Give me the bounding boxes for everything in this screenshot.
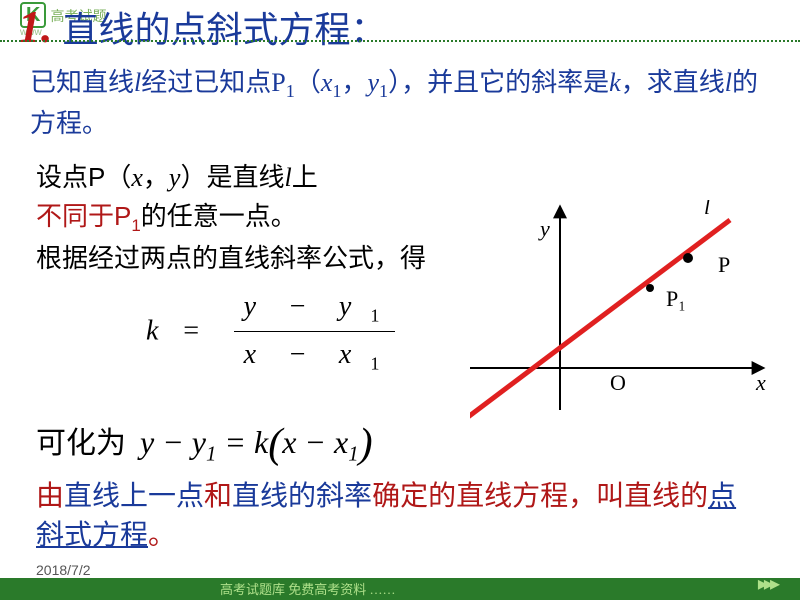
svg-text:O: O [610,370,626,395]
section-title: 直线的点斜式方程： [63,1,387,53]
title-row: 1. 直线的点斜式方程： [18,0,387,53]
graph-svg: x y Ol P₁ P [470,200,770,420]
forward-arrow-icon[interactable]: ▸▸▸ [758,571,776,596]
line-slope-formula-intro: 根据经过两点的直线斜率公式，得 [36,239,466,278]
coordinate-graph: x y Ol P₁ P [470,200,770,420]
derivation-text: 设点P（x，y）是直线l上 不同于P1的任意一点。 根据经过两点的直线斜率公式，… [36,158,466,380]
slide-date: 2018/7/2 [36,562,91,578]
svg-text:l: l [704,200,710,219]
footer-bar [0,578,800,600]
svg-text:x: x [755,370,766,395]
footer-text: 高考试题库 免费高考资料 …… [220,579,396,598]
fraction: y − y 1 x − x 1 [234,284,396,381]
point-slope-equation: 可化为 y − y1 = k(x − x1) [36,418,373,468]
svg-text:P: P [718,252,730,277]
line-not-equal: 不同于P1的任意一点。 [36,197,466,239]
conclusion: 由直线上一点和直线的斜率确定的直线方程，叫直线的点斜式方程。 [36,476,764,554]
horizontal-rule [0,40,800,42]
section-number: 1. [18,0,53,53]
line-setpoint: 设点P（x，y）是直线l上 [36,158,466,197]
svg-text:P₁: P₁ [666,286,686,311]
svg-text:y: y [538,216,550,241]
fraction-numerator: y − y 1 [234,284,396,332]
slide: K高考试题 www 1. 直线的点斜式方程： 已知直线l经过已知点P1（x1，y… [0,0,800,600]
slope-formula: k = y − y 1 x − x 1 [36,284,466,381]
fraction-denominator: x − x 1 [234,332,396,380]
problem-statement: 已知直线l经过已知点P1（x1，y1），并且它的斜率是k，求直线l的方程。 [30,64,770,142]
